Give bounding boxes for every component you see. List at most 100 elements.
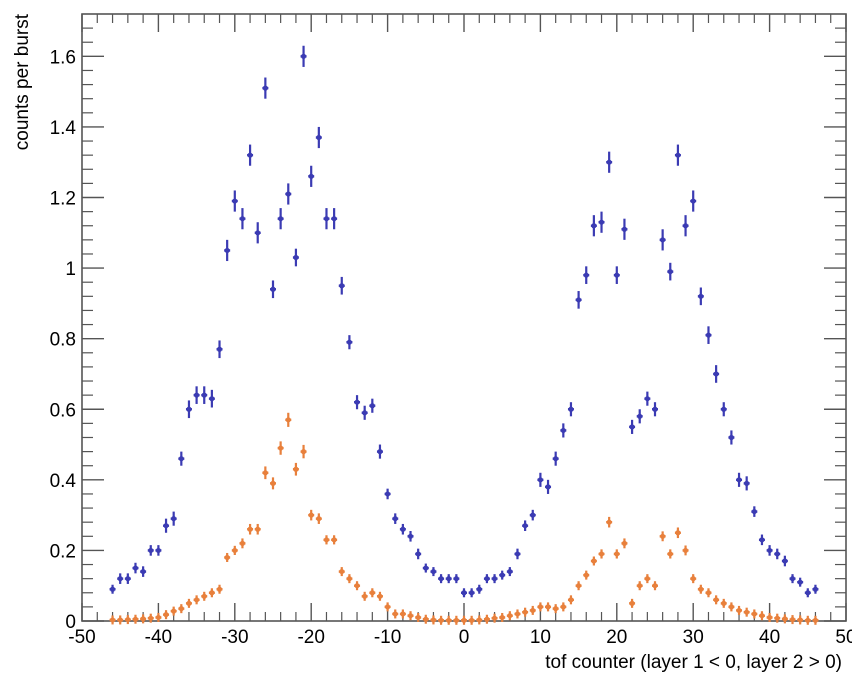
y-tick-label: 0 [65, 612, 76, 633]
marker [644, 396, 650, 402]
marker [239, 540, 246, 546]
data-point [659, 531, 666, 542]
marker [377, 593, 383, 599]
marker [728, 604, 735, 610]
data-point [598, 549, 605, 559]
data-point [415, 612, 422, 622]
marker [270, 480, 276, 486]
data-point [682, 215, 689, 237]
data-point [583, 266, 590, 284]
data-point [231, 545, 238, 556]
data-point [529, 605, 536, 615]
data-point [461, 615, 467, 625]
marker [744, 609, 750, 615]
marker [178, 456, 184, 462]
series-1 [109, 45, 819, 598]
marker [316, 516, 322, 522]
marker [415, 614, 421, 621]
marker [469, 617, 475, 623]
marker [530, 512, 536, 518]
data-point [667, 549, 674, 559]
data-point [361, 591, 368, 601]
marker [469, 590, 475, 596]
data-point [185, 598, 192, 608]
marker [400, 611, 406, 617]
data-point [804, 588, 811, 598]
data-point [705, 588, 712, 598]
marker [514, 611, 521, 617]
data-point [644, 574, 651, 584]
marker [148, 547, 154, 554]
marker [767, 614, 773, 621]
marker [637, 413, 643, 419]
marker [667, 551, 673, 557]
data-point [308, 165, 315, 187]
data-point [163, 610, 170, 620]
data-point [567, 402, 574, 417]
marker [774, 615, 780, 621]
data-point [422, 614, 429, 624]
marker [270, 286, 276, 292]
marker [484, 616, 490, 622]
data-point [499, 612, 506, 622]
data-point [147, 613, 154, 623]
plot-frame [81, 13, 847, 622]
data-point [354, 581, 361, 591]
data-point [262, 466, 269, 480]
data-point [239, 208, 246, 230]
data-point [201, 591, 208, 601]
marker [560, 604, 566, 610]
data-point [445, 615, 452, 625]
data-point [354, 395, 361, 410]
data-point [376, 444, 383, 459]
data-point [292, 462, 299, 476]
marker [278, 445, 284, 451]
data-point [789, 615, 796, 625]
marker [446, 617, 452, 623]
marker [583, 572, 589, 578]
marker [415, 551, 421, 557]
marker [690, 576, 696, 582]
data-point [514, 609, 521, 619]
data-point [560, 423, 567, 438]
data-point [453, 574, 460, 584]
y-tick-labels: 0 0.2 0.4 0.6 0.8 1 1.2 1.4 1.6 [50, 47, 77, 633]
marker [323, 537, 330, 543]
marker [491, 576, 498, 582]
marker [576, 297, 582, 303]
marker [392, 611, 398, 617]
data-point [697, 584, 704, 594]
marker [568, 406, 574, 412]
marker [278, 216, 284, 222]
data-point [438, 574, 445, 584]
data-point [208, 389, 215, 408]
data-point [277, 208, 284, 230]
marker [598, 551, 605, 557]
marker [117, 617, 123, 623]
data-point [109, 584, 116, 594]
marker [660, 533, 666, 539]
data-point [254, 222, 261, 244]
data-point [178, 604, 185, 614]
marker [216, 586, 223, 592]
data-point [438, 615, 445, 625]
data-point [170, 511, 177, 526]
marker [652, 583, 658, 589]
marker [186, 600, 192, 606]
data-point [117, 615, 124, 625]
marker [705, 590, 712, 596]
data-point [483, 614, 490, 624]
marker [109, 617, 116, 623]
marker [614, 272, 620, 278]
data-point [285, 183, 292, 205]
marker [194, 597, 200, 603]
marker [423, 565, 429, 571]
marker [224, 554, 230, 561]
marker [255, 230, 261, 236]
data-point [713, 595, 720, 605]
marker [553, 456, 559, 462]
data-point [728, 430, 735, 445]
marker [553, 606, 559, 612]
data-point [743, 476, 750, 491]
data-point [155, 612, 162, 622]
